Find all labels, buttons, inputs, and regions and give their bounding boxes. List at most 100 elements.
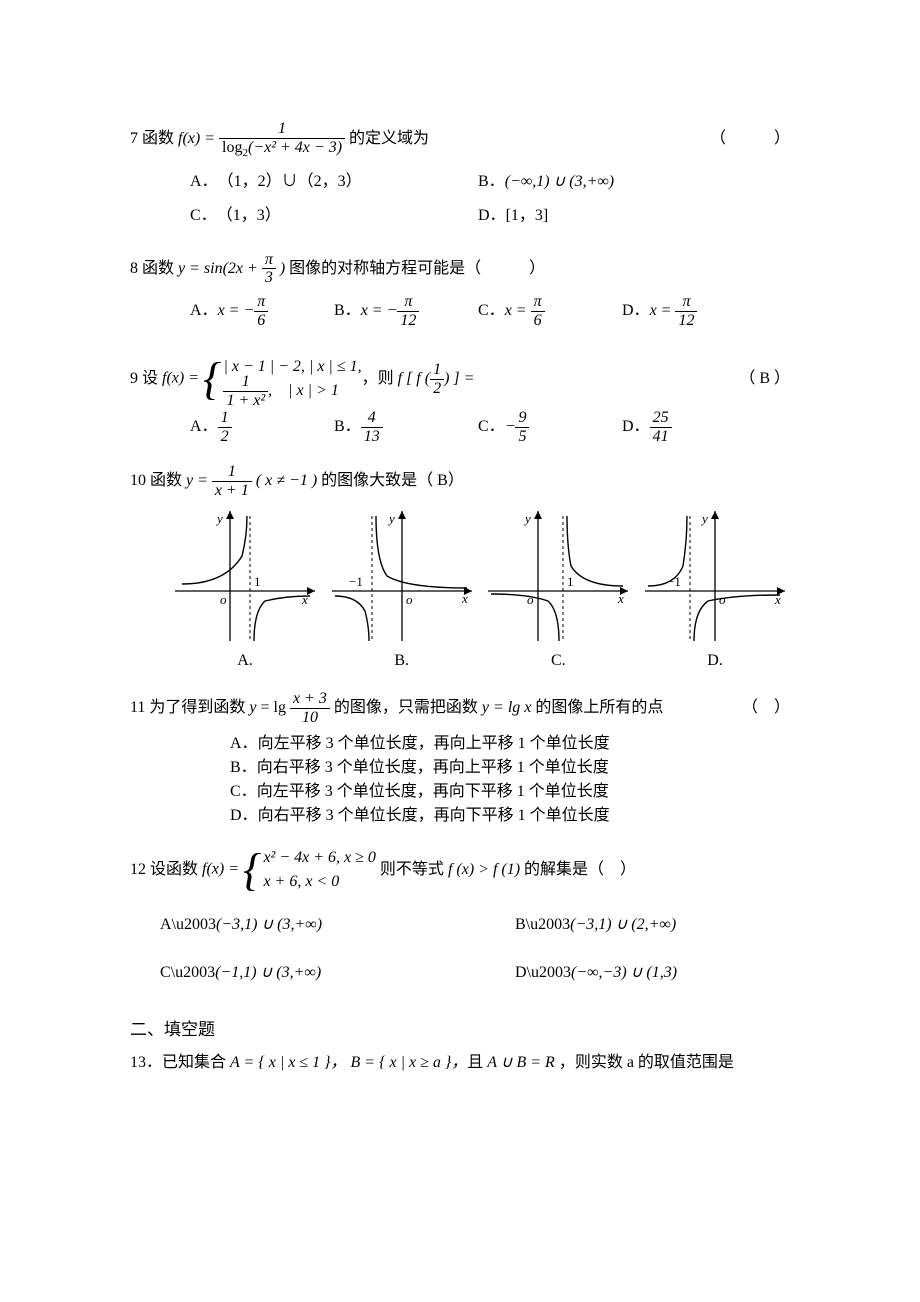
q11-suffix: 的图像上所有的点 [535,697,663,719]
q11-number: 11 [130,697,145,719]
graph-d: o x y −1 D. [640,506,790,672]
q12-suffix: 的解集是（ ） [524,859,636,881]
graph-c-svg: o x y 1 [483,506,633,646]
q13-mid: 且 [467,1052,483,1074]
graph-d-svg: o x y −1 [640,506,790,646]
q7-number: 7 [130,128,138,150]
q11-opt-d: D．向右平移 3 个单位长度，再向下平移 1 个单位长度 [230,804,750,828]
svg-text:x: x [617,591,624,606]
svg-text:x: x [774,592,781,607]
q11-options: A．向左平移 3 个单位长度，再向上平移 1 个单位长度 B．向右平移 3 个单… [230,732,790,828]
svg-text:1: 1 [567,574,574,589]
q12-opt-d: D\u2003(−∞,−3) ∪ (1,3) [515,956,677,990]
q9-expr: f [ f (12) ] = [398,361,475,397]
q13-stem: 13． 已知集合 A = { x | x ≤ 1 }， B = { x | x … [130,1052,790,1074]
q8-formula: y = sin(2x + π3 ) [178,251,285,287]
q8-stem: 8 函数 y = sin(2x + π3 ) 图像的对称轴方程可能是（ ） [130,251,790,287]
q9-opt-b: B．413 [334,409,478,445]
q11-lhs: y = lg x + 310 [249,690,329,726]
q8-opt-b: B．x = −π12 [334,293,478,329]
svg-text:1: 1 [254,574,261,589]
q13-prefix: 已知集合 [162,1052,226,1074]
q7-suffix: 的定义域为 [349,128,429,150]
question-7: 7 函数 f(x) = 1 log2(−x² + 4x − 3) 的定义域为 （… [130,120,790,233]
q9-mid: ，则 [362,368,394,390]
graph-c-label: C. [483,650,633,672]
q11-stem: 11 为了得到函数 y = lg x + 310 的图像，只需把函数 y = l… [130,690,790,726]
q7-paren: （ ） [710,128,790,150]
svg-text:o: o [527,592,534,607]
graph-b-svg: o x y −1 [327,506,477,646]
q12-formula: f(x) = { x² − 4x + 6, x ≥ 0 x + 6, x < 0 [202,846,376,894]
q9-paren: （ B ） [739,368,790,390]
q9-prefix: 设 [142,368,158,390]
question-9: 9 设 f(x) = { | x − 1 | − 2, | x | ≤ 1, 1… [130,355,790,445]
question-12: 12 设函数 f(x) = { x² − 4x + 6, x ≥ 0 x + 6… [130,846,790,990]
q12-number: 12 [130,859,146,881]
section-2-heading: 二、填空题 [130,1018,790,1042]
q11-rhs: y = lg x [482,697,531,719]
question-8: 8 函数 y = sin(2x + π3 ) 图像的对称轴方程可能是（ ） A．… [130,251,790,329]
q10-formula: y = 1x + 1 ( x ≠ −1 ) [186,463,317,499]
question-13: 13． 已知集合 A = { x | x ≤ 1 }， B = { x | x … [130,1052,790,1074]
svg-text:y: y [215,511,223,526]
q12-options: A\u2003(−3,1) ∪ (3,+∞) B\u2003(−3,1) ∪ (… [160,908,790,990]
q9-number: 9 [130,368,138,390]
svg-text:x: x [301,592,308,607]
q12-ineq: f (x) > f (1) [448,859,520,881]
svg-text:−1: −1 [349,574,363,589]
svg-text:o: o [406,592,413,607]
q7-opt-d: D．[1，3] [478,199,766,233]
q9-opt-c: C．−95 [478,409,622,445]
q9-formula: f(x) = { | x − 1 | − 2, | x | ≤ 1, 11 + … [162,355,362,403]
q10-prefix: 函数 [150,470,182,492]
graph-b-label: B. [327,650,477,672]
graph-a: o x y 1 A. [170,506,320,672]
q8-prefix: 函数 [142,258,174,280]
q9-stem: 9 设 f(x) = { | x − 1 | − 2, | x | ≤ 1, 1… [130,355,790,403]
q7-stem: 7 函数 f(x) = 1 log2(−x² + 4x − 3) 的定义域为 （… [130,120,790,159]
q11-prefix: 为了得到函数 [149,697,245,719]
q7-prefix: 函数 [142,128,174,150]
q10-stem: 10 函数 y = 1x + 1 ( x ≠ −1 ) 的图像大致是（ B） [130,463,790,499]
q11-opt-a: A．向左平移 3 个单位长度，再向上平移 1 个单位长度 [230,732,750,756]
q11-opt-b: B．向右平移 3 个单位长度，再向上平移 1 个单位长度 [230,756,750,780]
q10-suffix: 的图像大致是（ B） [321,470,464,492]
q9-opt-d: D．2541 [622,409,766,445]
graph-a-label: A. [170,650,320,672]
q7-opt-b: B．(−∞,1) ∪ (3,+∞) [478,165,766,199]
q12-opt-c: C\u2003(−1,1) ∪ (3,+∞) [160,956,475,990]
q11-paren: （ ） [742,697,790,719]
q12-prefix: 设函数 [150,859,198,881]
q7-formula: f(x) = 1 log2(−x² + 4x − 3) [178,120,345,159]
q8-suffix: 图像的对称轴方程可能是（ ） [289,258,545,280]
q12-opt-b: B\u2003(−3,1) ∪ (2,+∞) [515,908,676,942]
graph-a-svg: o x y 1 [170,506,320,646]
q8-opt-d: D．x = π12 [622,293,766,329]
graph-b: o x y −1 B. [327,506,477,672]
svg-text:o: o [220,592,227,607]
q8-opt-a: A．x = −π6 [190,293,334,329]
q7-options: A．（1，2）∪（2，3） B．(−∞,1) ∪ (3,+∞) C．（1，3） … [190,165,790,233]
q13-set-a: A = { x | x ≤ 1 }， [230,1052,346,1074]
q10-graphs: o x y 1 A. o x y −1 B. [170,506,790,672]
question-10: 10 函数 y = 1x + 1 ( x ≠ −1 ) 的图像大致是（ B） o… [130,463,790,672]
question-11: 11 为了得到函数 y = lg x + 310 的图像，只需把函数 y = l… [130,690,790,828]
q12-mid: 则不等式 [380,859,444,881]
svg-text:y: y [700,511,708,526]
svg-text:y: y [387,511,395,526]
q9-options: A．12 B．413 C．−95 D．2541 [190,409,790,445]
q7-opt-c: C．（1，3） [190,199,478,233]
q11-opt-c: C．向左平移 3 个单位长度，再向下平移 1 个单位长度 [230,780,750,804]
q12-stem: 12 设函数 f(x) = { x² − 4x + 6, x ≥ 0 x + 6… [130,846,790,894]
q13-suffix: ，则实数 a 的取值范围是 [559,1052,734,1074]
svg-text:−1: −1 [667,574,681,589]
q10-number: 10 [130,470,146,492]
svg-text:y: y [523,511,531,526]
q13-number: 13． [130,1052,162,1074]
q8-options: A．x = −π6 B．x = −π12 C．x = π6 D．x = π12 [190,293,790,329]
svg-text:o: o [719,592,726,607]
q9-opt-a: A．12 [190,409,334,445]
svg-text:x: x [461,591,468,606]
graph-c: o x y 1 C. [483,506,633,672]
